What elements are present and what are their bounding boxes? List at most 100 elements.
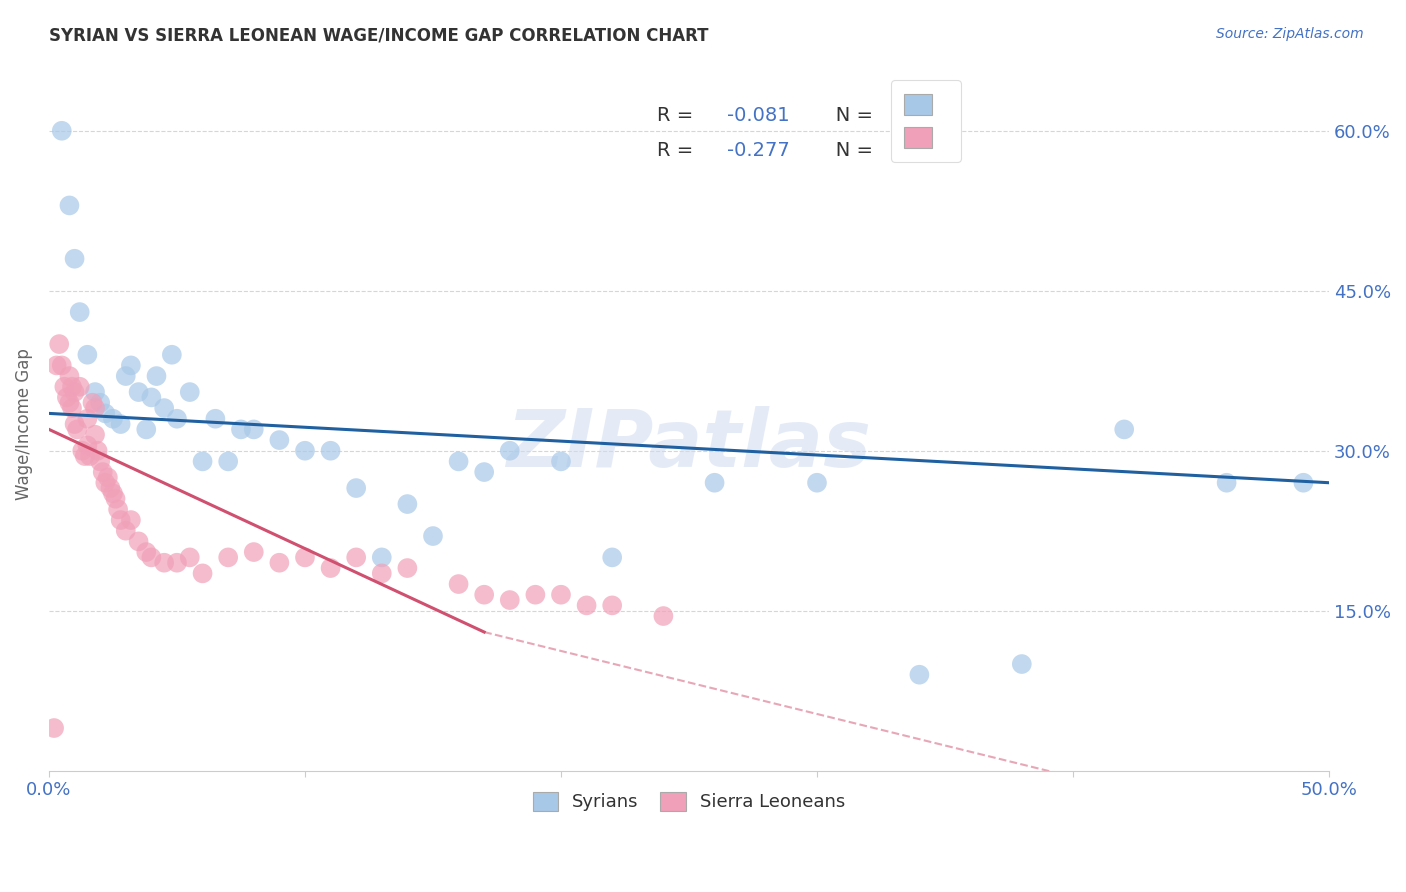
Point: [319, 561, 342, 575]
Text: 44: 44: [897, 106, 922, 125]
Point: [153, 401, 176, 415]
Point: [191, 454, 214, 468]
Point: [69, 380, 91, 394]
Point: [294, 550, 316, 565]
Point: [120, 359, 142, 373]
Point: [120, 513, 142, 527]
Point: [499, 593, 522, 607]
Point: [89, 395, 111, 409]
Point: [600, 550, 623, 565]
Point: [141, 550, 163, 565]
Point: [135, 545, 157, 559]
Point: [128, 385, 150, 400]
Point: [63, 385, 86, 400]
Point: [104, 491, 127, 506]
Point: [550, 454, 572, 468]
Point: [1292, 475, 1315, 490]
Point: [51, 124, 73, 138]
Point: [217, 550, 239, 565]
Point: [179, 550, 201, 565]
Point: [1011, 657, 1033, 671]
Point: [499, 443, 522, 458]
Point: [422, 529, 444, 543]
Point: [269, 433, 291, 447]
Point: [242, 545, 264, 559]
Point: [53, 380, 76, 394]
Point: [371, 550, 394, 565]
Point: [908, 667, 931, 681]
Point: [600, 599, 623, 613]
Point: [472, 465, 495, 479]
Point: [73, 449, 96, 463]
Point: [89, 454, 111, 468]
Point: [319, 443, 342, 458]
Text: R =: R =: [657, 141, 700, 160]
Point: [101, 411, 124, 425]
Point: [58, 198, 80, 212]
Point: [294, 443, 316, 458]
Point: [63, 252, 86, 266]
Text: N =: N =: [817, 141, 879, 160]
Point: [58, 395, 80, 409]
Text: 57: 57: [897, 141, 922, 160]
Point: [101, 486, 124, 500]
Point: [344, 550, 367, 565]
Point: [575, 599, 598, 613]
Point: [160, 348, 183, 362]
Text: -0.081: -0.081: [727, 106, 790, 125]
Point: [114, 524, 136, 538]
Point: [191, 566, 214, 581]
Point: [141, 391, 163, 405]
Point: [84, 427, 107, 442]
Point: [76, 411, 98, 425]
Point: [153, 556, 176, 570]
Y-axis label: Wage/Income Gap: Wage/Income Gap: [15, 348, 32, 500]
Point: [447, 577, 470, 591]
Point: [76, 348, 98, 362]
Text: Source: ZipAtlas.com: Source: ZipAtlas.com: [1216, 27, 1364, 41]
Point: [396, 497, 419, 511]
Point: [472, 588, 495, 602]
Point: [58, 369, 80, 384]
Point: [69, 305, 91, 319]
Point: [371, 566, 394, 581]
Point: [1215, 475, 1237, 490]
Point: [107, 502, 129, 516]
Point: [396, 561, 419, 575]
Point: [229, 422, 252, 436]
Point: [84, 385, 107, 400]
Point: [550, 588, 572, 602]
Text: R =: R =: [657, 106, 700, 125]
Point: [447, 454, 470, 468]
Point: [86, 443, 108, 458]
Point: [128, 534, 150, 549]
Point: [60, 401, 83, 415]
Point: [269, 556, 291, 570]
Point: [91, 465, 114, 479]
Point: [60, 380, 83, 394]
Text: -0.277: -0.277: [727, 141, 790, 160]
Point: [94, 475, 117, 490]
Point: [82, 395, 104, 409]
Legend: Syrians, Sierra Leoneans: Syrians, Sierra Leoneans: [520, 779, 858, 824]
Point: [42, 721, 65, 735]
Point: [703, 475, 725, 490]
Point: [51, 359, 73, 373]
Point: [344, 481, 367, 495]
Text: SYRIAN VS SIERRA LEONEAN WAGE/INCOME GAP CORRELATION CHART: SYRIAN VS SIERRA LEONEAN WAGE/INCOME GAP…: [49, 27, 709, 45]
Point: [79, 449, 101, 463]
Point: [217, 454, 239, 468]
Point: [204, 411, 226, 425]
Point: [76, 438, 98, 452]
Point: [145, 369, 167, 384]
Point: [100, 481, 122, 495]
Point: [48, 337, 70, 351]
Point: [45, 359, 67, 373]
Point: [135, 422, 157, 436]
Point: [56, 391, 79, 405]
Point: [97, 470, 120, 484]
Point: [110, 417, 132, 431]
Text: N =: N =: [817, 106, 879, 125]
Point: [524, 588, 547, 602]
Point: [179, 385, 201, 400]
